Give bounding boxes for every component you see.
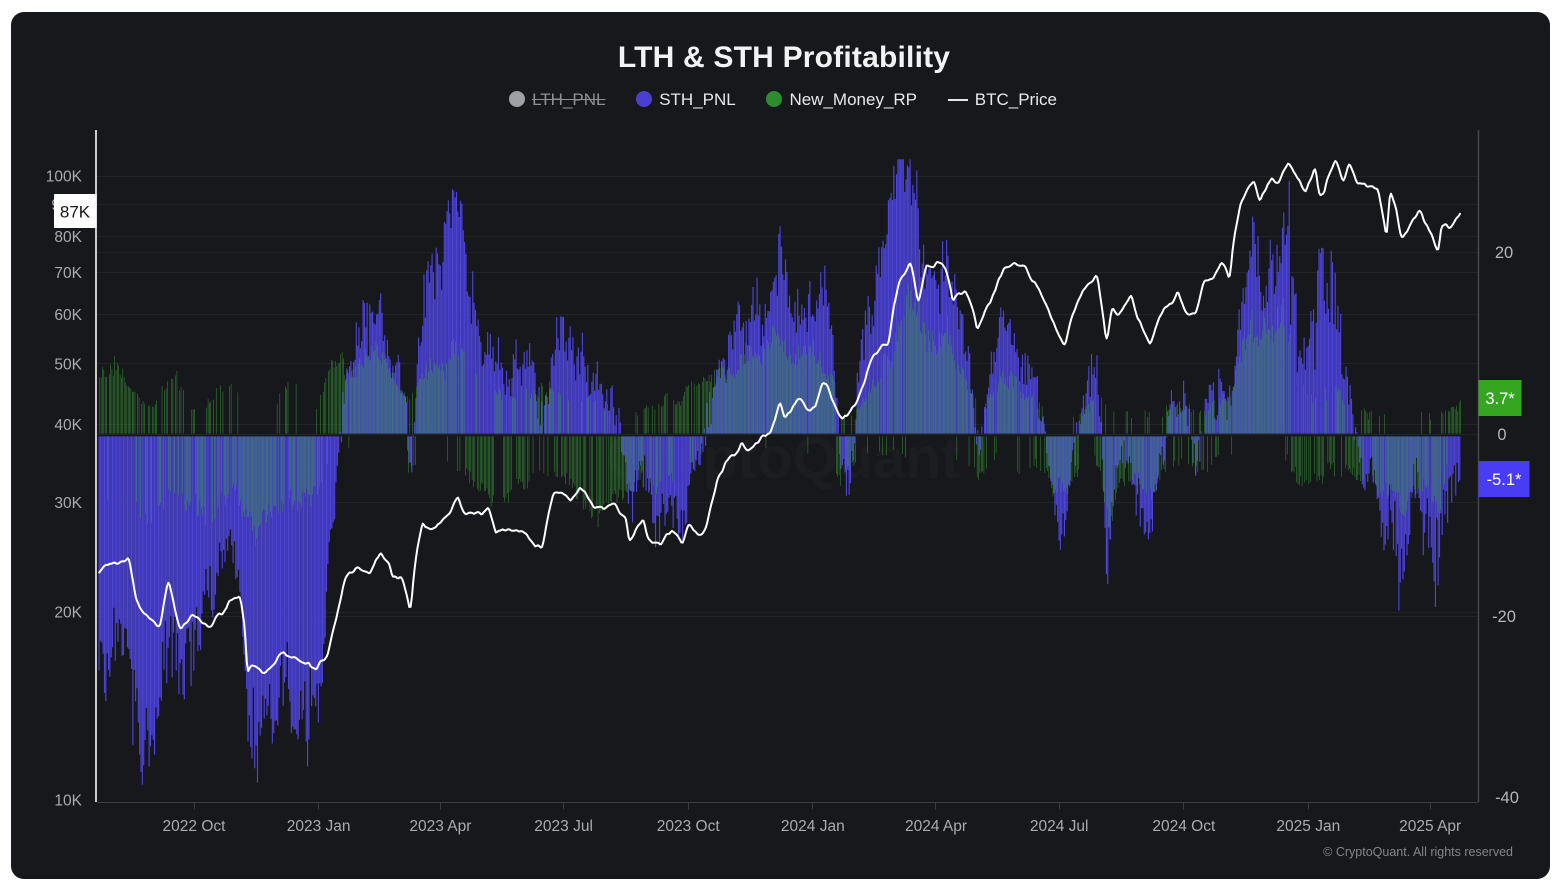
- svg-text:20K: 20K: [54, 605, 82, 622]
- svg-text:0: 0: [1497, 426, 1506, 444]
- svg-text:3.7*: 3.7*: [1485, 390, 1515, 408]
- svg-text:-40: -40: [1495, 789, 1519, 807]
- svg-text:40K: 40K: [54, 417, 82, 434]
- svg-text:2022 Oct: 2022 Oct: [163, 818, 227, 835]
- svg-text:CryptoQuant: CryptoQuant: [606, 426, 960, 491]
- svg-text:© CryptoQuant. All rights rese: © CryptoQuant. All rights reserved: [1323, 845, 1513, 859]
- svg-text:-20: -20: [1492, 608, 1516, 626]
- svg-text:20: 20: [1495, 244, 1513, 262]
- svg-text:70K: 70K: [54, 265, 82, 282]
- svg-text:100K: 100K: [46, 169, 83, 186]
- svg-text:2024 Apr: 2024 Apr: [905, 818, 967, 835]
- svg-text:60K: 60K: [54, 307, 82, 324]
- svg-text:2023 Oct: 2023 Oct: [657, 818, 721, 835]
- svg-text:2024 Jan: 2024 Jan: [781, 818, 845, 835]
- svg-text:2023 Jan: 2023 Jan: [287, 818, 351, 835]
- svg-text:2025 Jan: 2025 Jan: [1276, 818, 1340, 835]
- svg-text:50K: 50K: [54, 356, 82, 373]
- svg-text:87K: 87K: [60, 203, 91, 222]
- svg-text:2023 Jul: 2023 Jul: [534, 818, 593, 835]
- svg-text:2023 Apr: 2023 Apr: [409, 818, 471, 835]
- svg-text:2024 Oct: 2024 Oct: [1152, 818, 1216, 835]
- svg-text:80K: 80K: [54, 229, 82, 246]
- svg-text:2024 Jul: 2024 Jul: [1030, 818, 1089, 835]
- svg-text:-5.1*: -5.1*: [1487, 471, 1522, 489]
- svg-text:30K: 30K: [54, 495, 82, 512]
- svg-text:2025 Apr: 2025 Apr: [1399, 818, 1461, 835]
- svg-text:10K: 10K: [54, 793, 82, 810]
